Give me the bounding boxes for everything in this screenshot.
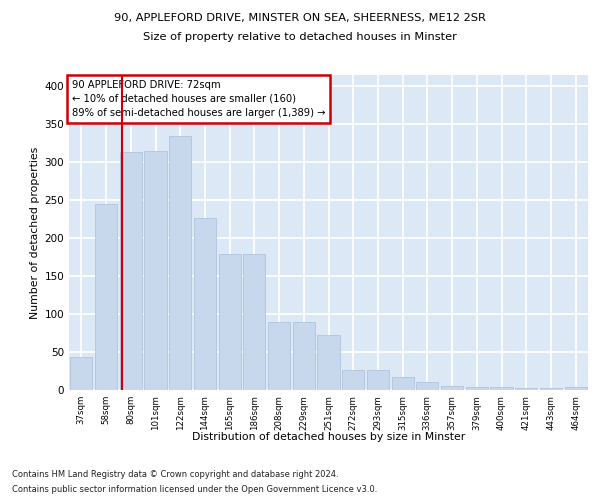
Bar	[169, 136, 191, 390]
Bar	[218, 254, 241, 390]
Bar	[565, 387, 587, 390]
Bar	[145, 151, 167, 390]
Text: Contains HM Land Registry data © Crown copyright and database right 2024.: Contains HM Land Registry data © Crown c…	[12, 470, 338, 479]
Text: 90 APPLEFORD DRIVE: 72sqm
← 10% of detached houses are smaller (160)
89% of semi: 90 APPLEFORD DRIVE: 72sqm ← 10% of detac…	[71, 80, 325, 118]
Bar	[367, 370, 389, 390]
Bar	[490, 387, 512, 390]
Y-axis label: Number of detached properties: Number of detached properties	[30, 146, 40, 318]
Text: Contains public sector information licensed under the Open Government Licence v3: Contains public sector information licen…	[12, 485, 377, 494]
Bar	[540, 388, 562, 390]
Bar	[342, 370, 364, 390]
Bar	[515, 388, 538, 390]
Bar	[243, 254, 265, 390]
Bar	[416, 382, 439, 390]
Text: 90, APPLEFORD DRIVE, MINSTER ON SEA, SHEERNESS, ME12 2SR: 90, APPLEFORD DRIVE, MINSTER ON SEA, SHE…	[114, 12, 486, 22]
Bar	[392, 377, 414, 390]
Text: Distribution of detached houses by size in Minster: Distribution of detached houses by size …	[192, 432, 466, 442]
Bar	[194, 218, 216, 390]
Bar	[70, 358, 92, 390]
Bar	[441, 386, 463, 390]
Bar	[95, 204, 117, 390]
Bar	[268, 322, 290, 390]
Bar	[293, 322, 315, 390]
Text: Size of property relative to detached houses in Minster: Size of property relative to detached ho…	[143, 32, 457, 42]
Bar	[119, 152, 142, 390]
Bar	[466, 387, 488, 390]
Bar	[317, 334, 340, 390]
